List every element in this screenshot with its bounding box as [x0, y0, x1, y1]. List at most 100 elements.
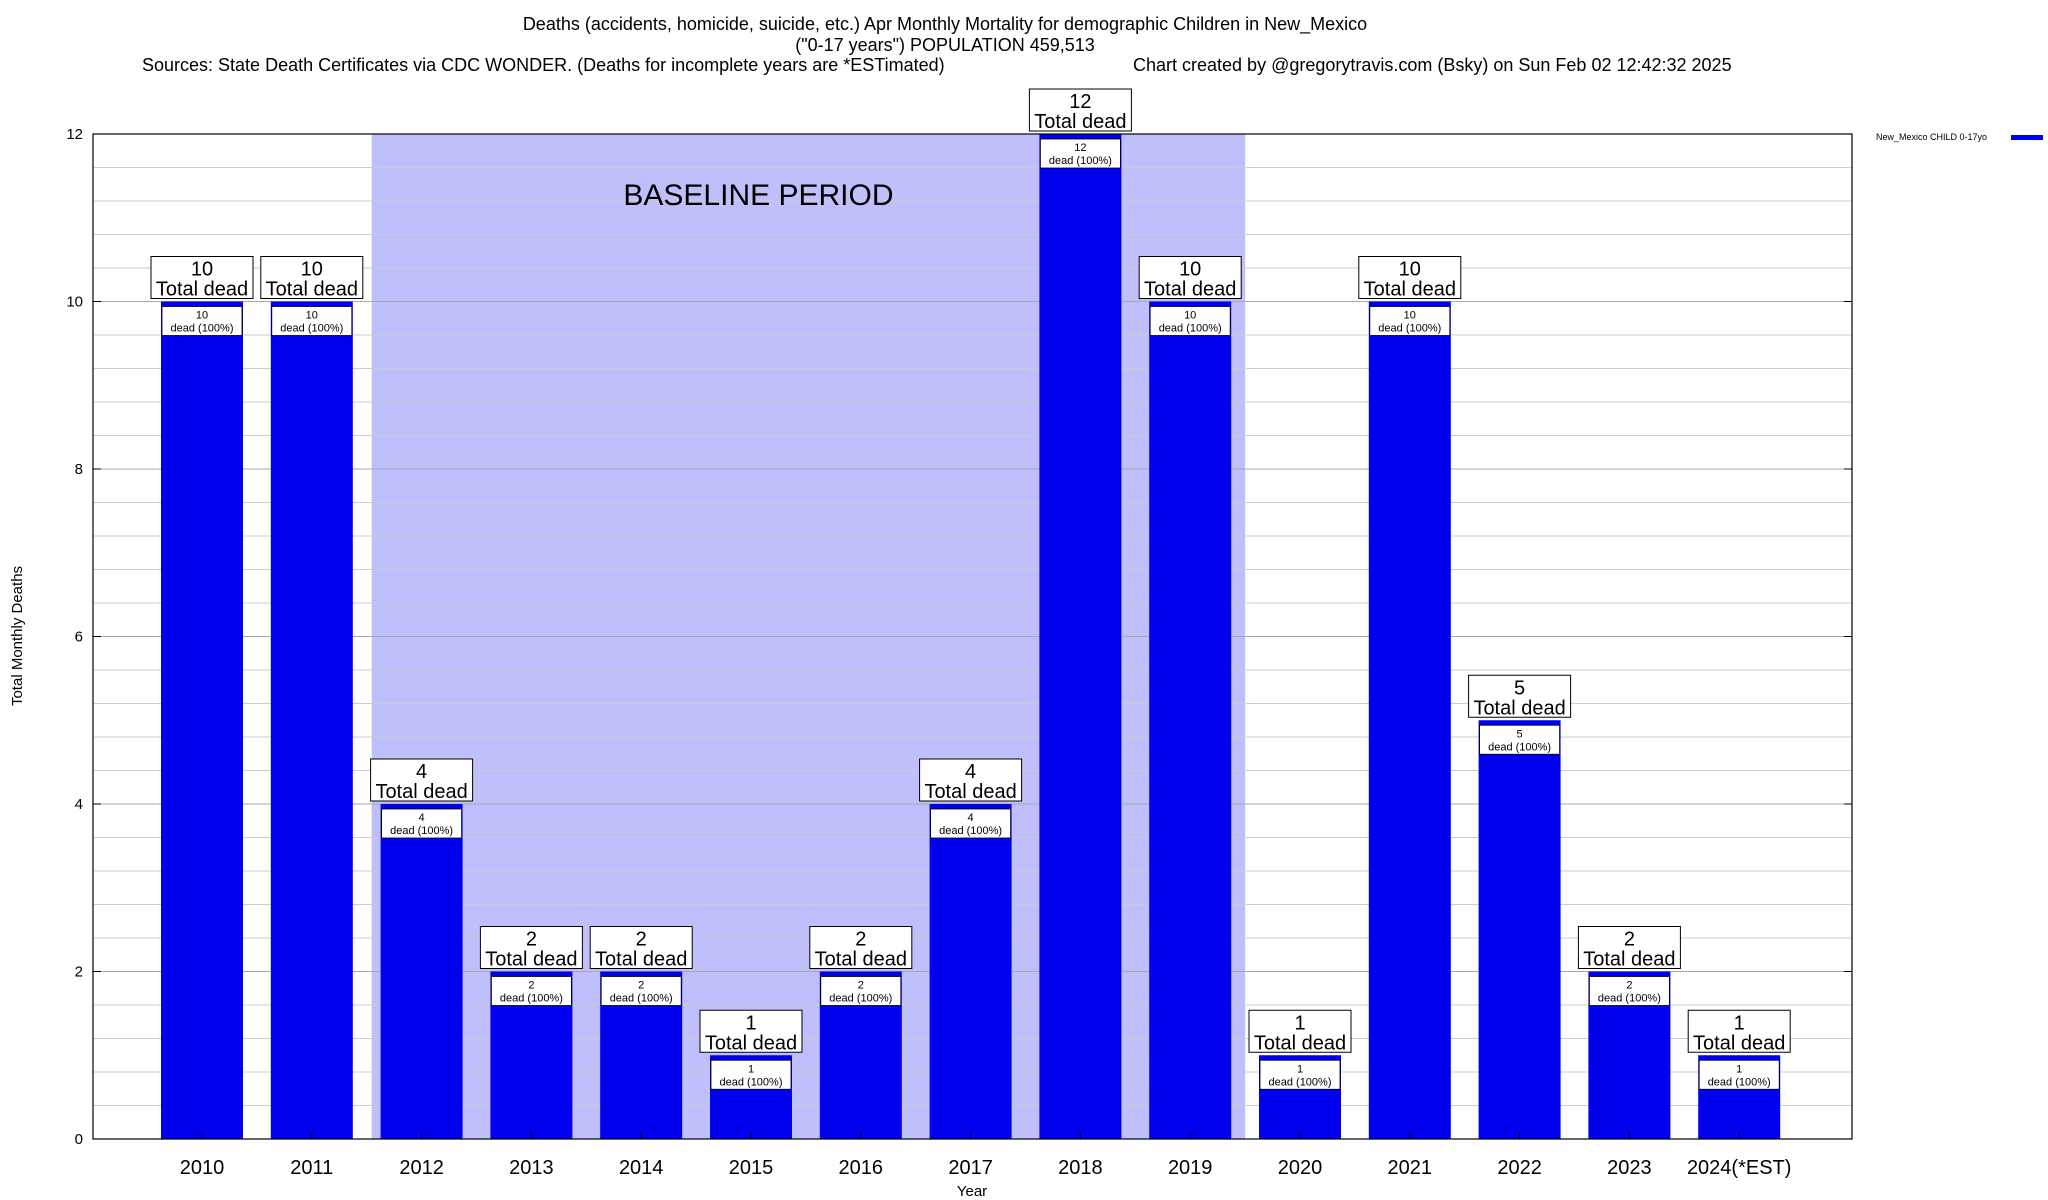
bar-inner-value-label: 2 [1626, 980, 1632, 992]
x-tick-label: 2019 [1168, 1157, 1213, 1179]
bar-top-total-label: Total dead [924, 781, 1016, 803]
bar-top-label-box [1358, 256, 1462, 299]
bar-top-total-label: Total dead [705, 1032, 797, 1054]
bar-top-total-label: Total dead [815, 949, 907, 971]
bar-inner-dead-label: dead (100%) [1159, 323, 1222, 335]
bar-inner-dead-label: dead (100%) [1708, 1076, 1771, 1088]
bar-top-label-box [1577, 926, 1681, 969]
bar-top-total-label: Total dead [375, 781, 467, 803]
bar-inner-dead-label: dead (100%) [1049, 155, 1112, 167]
bar-inner-label-box [490, 976, 572, 1006]
bar-top-value-label: 12 [1069, 91, 1091, 113]
chart-credit-text: Chart created by @gregorytravis.com (Bsk… [1133, 55, 1732, 75]
bar-inner-dead-label: dead (100%) [390, 825, 453, 837]
bar-inner-label-box [930, 808, 1011, 839]
y-tick-label: 12 [66, 126, 83, 143]
bar-top-total-label: Total dead [266, 279, 358, 301]
bar-inner-dead-label: dead (100%) [720, 1076, 783, 1088]
bar-inner-value-label: 2 [528, 980, 534, 992]
y-tick-label: 10 [66, 294, 83, 311]
bar-top-total-label: Total dead [1254, 1032, 1346, 1054]
bar-inner-dead-label: dead (100%) [939, 825, 1002, 837]
bar-inner-value-label: 1 [748, 1063, 754, 1075]
bar-top-total-label: Total dead [1473, 697, 1565, 719]
bar [1149, 301, 1232, 1139]
bar [1478, 720, 1561, 1139]
bar-top-label-box [919, 758, 1023, 802]
bar-inner-dead-label: dead (100%) [1378, 323, 1441, 335]
bar-inner-label-box [1369, 306, 1451, 336]
bar-top-label-box [1687, 1009, 1791, 1053]
bar-top-label-box [150, 256, 254, 299]
bar-top-label-box [1468, 674, 1572, 718]
bar-top-label-box [1138, 256, 1242, 299]
legend: New_Mexico CHILD 0-17yo [1876, 132, 2043, 142]
bar-top-value-label: 2 [526, 929, 537, 951]
x-axis: 2010 2011 2012 2013 2014 2015 2016 2017 2018 2019… [180, 1133, 1792, 1179]
bar-inner-label-box [161, 306, 243, 336]
bar-top-label-box [1028, 88, 1132, 132]
bar-inner-value-label: 1 [1736, 1063, 1742, 1075]
chart-title-line-2: ("0-17 years") POPULATION 459,513 [795, 35, 1095, 55]
bar-inner-dead-label: dead (100%) [171, 323, 234, 335]
bar-top-value-label: 2 [855, 929, 866, 951]
bar-inner-label-box [381, 808, 463, 839]
y-axis-label: Total Monthly Deaths [9, 566, 26, 706]
bar-inner-label-box [1149, 306, 1231, 336]
bar-inner-label-box [1479, 724, 1560, 755]
x-tick-label: 2011 [290, 1157, 333, 1179]
legend-swatch [2011, 135, 2043, 140]
bar-top-value-label: 1 [1734, 1012, 1745, 1034]
bar-top-total-label: Total dead [1144, 279, 1236, 301]
bar [929, 804, 1012, 1139]
bar-top-total-label: Total dead [1364, 279, 1456, 301]
bar-top-value-label: 5 [1514, 677, 1525, 699]
x-tick-label: 2013 [509, 1157, 554, 1179]
bar-inner-label-box [600, 976, 682, 1006]
bar-top-value-label: 10 [1179, 259, 1201, 281]
bar-inner-value-label: 10 [1404, 310, 1416, 322]
bar-top-total-label: Total dead [485, 949, 577, 971]
bar-top-total-label: Total dead [1693, 1032, 1785, 1054]
x-tick-label: 2016 [839, 1157, 884, 1179]
bar-inner-dead-label: dead (100%) [1488, 741, 1551, 753]
x-tick-label: 2023 [1607, 1157, 1652, 1179]
bar-inner-value-label: 4 [968, 812, 974, 824]
bar-inner-value-label: 2 [638, 980, 644, 992]
bar-inner-dead-label: dead (100%) [829, 993, 892, 1005]
bar-inner-value-label: 12 [1074, 142, 1086, 154]
bar-top-label-box [589, 926, 693, 969]
bar-top-total-label: Total dead [156, 279, 248, 301]
bar-top-value-label: 10 [301, 259, 323, 281]
bar-inner-value-label: 2 [858, 980, 864, 992]
bar-top-value-label: 2 [636, 929, 647, 951]
legend-series-name: New_Mexico CHILD 0-17yo [1876, 132, 1987, 142]
bar-inner-label-box [1040, 138, 1121, 169]
bar-top-total-label: Total dead [1583, 949, 1675, 971]
bar-inner-value-label: 10 [196, 310, 208, 322]
bar-inner-label-box [820, 976, 902, 1006]
y-tick-label: 6 [75, 629, 83, 646]
y-tick-label: 2 [75, 964, 83, 981]
bar-inner-value-label: 10 [306, 310, 318, 322]
bar-inner-label-box [710, 1059, 792, 1090]
x-tick-label: 2015 [729, 1157, 774, 1179]
y-tick-label: 8 [75, 461, 83, 478]
chart-source-text: Sources: State Death Certificates via CD… [142, 55, 945, 75]
bar [1368, 301, 1451, 1139]
bar-top-label-box [370, 758, 474, 802]
bar-top-value-label: 2 [1624, 929, 1635, 951]
bar-inner-label-box [1259, 1059, 1341, 1090]
bar-top-value-label: 4 [416, 761, 427, 783]
bar-inner-value-label: 10 [1184, 310, 1196, 322]
x-tick-label: 2024(*EST) [1687, 1157, 1792, 1179]
bar-inner-dead-label: dead (100%) [610, 993, 673, 1005]
x-tick-label: 2018 [1058, 1157, 1103, 1179]
bar-top-value-label: 4 [965, 761, 976, 783]
bar-inner-label-box [1589, 976, 1670, 1006]
y-tick-label: 0 [75, 1131, 83, 1148]
baseline-period-label: BASELINE PERIOD [623, 179, 893, 212]
x-tick-label: 2010 [180, 1157, 225, 1179]
